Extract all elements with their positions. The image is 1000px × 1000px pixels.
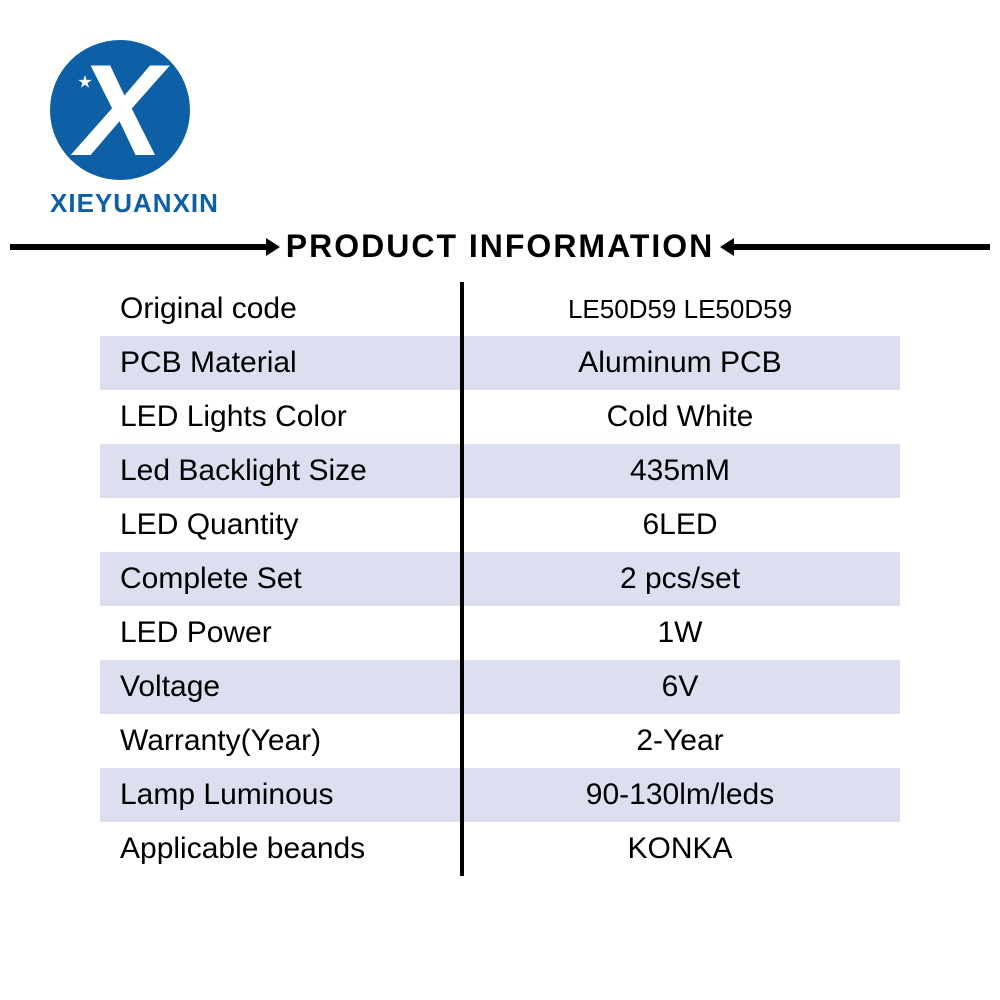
row-label: Original code	[100, 292, 460, 326]
row-label: Complete Set	[100, 562, 460, 596]
row-value: 1W	[460, 616, 900, 650]
row-value: Cold White	[460, 400, 900, 434]
table-row: LED Power 1W	[100, 606, 900, 660]
row-value: 2 pcs/set	[460, 562, 900, 596]
row-label: LED Quantity	[100, 508, 460, 542]
table-row: Original code LE50D59 LE50D59	[100, 282, 900, 336]
row-value: 90-130lm/leds	[460, 778, 900, 812]
table-row: PCB Material Aluminum PCB	[100, 336, 900, 390]
product-info-table: Original code LE50D59 LE50D59 PCB Materi…	[100, 282, 900, 876]
section-title-row: PRODUCT INFORMATION	[0, 228, 1000, 265]
row-value: 6LED	[460, 508, 900, 542]
section-title: PRODUCT INFORMATION	[286, 228, 714, 265]
row-value: LE50D59 LE50D59	[460, 294, 900, 325]
table-row: Lamp Luminous 90-130lm/leds	[100, 768, 900, 822]
table-row: Complete Set 2 pcs/set	[100, 552, 900, 606]
table-row: Voltage 6V	[100, 660, 900, 714]
row-label: Warranty(Year)	[100, 724, 460, 758]
row-label: Led Backlight Size	[100, 454, 460, 488]
brand-name: XIEYUANXIN	[50, 188, 219, 219]
table-row: LED Lights Color Cold White	[100, 390, 900, 444]
row-label: PCB Material	[100, 346, 460, 380]
table-row: Warranty(Year) 2-Year	[100, 714, 900, 768]
title-rule-left	[10, 244, 274, 250]
table-divider	[460, 282, 464, 876]
row-value: Aluminum PCB	[460, 346, 900, 380]
title-rule-right	[726, 244, 990, 250]
row-value: KONKA	[460, 832, 900, 866]
row-label: Lamp Luminous	[100, 778, 460, 812]
table-row: Applicable beands KONKA	[100, 822, 900, 876]
row-label: LED Lights Color	[100, 400, 460, 434]
brand-logo: X XIEYUANXIN	[50, 40, 219, 219]
row-label: Voltage	[100, 670, 460, 704]
table-row: LED Quantity 6LED	[100, 498, 900, 552]
row-value: 2-Year	[460, 724, 900, 758]
logo-circle: X	[50, 40, 190, 180]
logo-x-letter: X	[77, 45, 164, 175]
row-label: LED Power	[100, 616, 460, 650]
table-row: Led Backlight Size 435mM	[100, 444, 900, 498]
row-label: Applicable beands	[100, 832, 460, 866]
row-value: 435mM	[460, 454, 900, 488]
row-value: 6V	[460, 670, 900, 704]
